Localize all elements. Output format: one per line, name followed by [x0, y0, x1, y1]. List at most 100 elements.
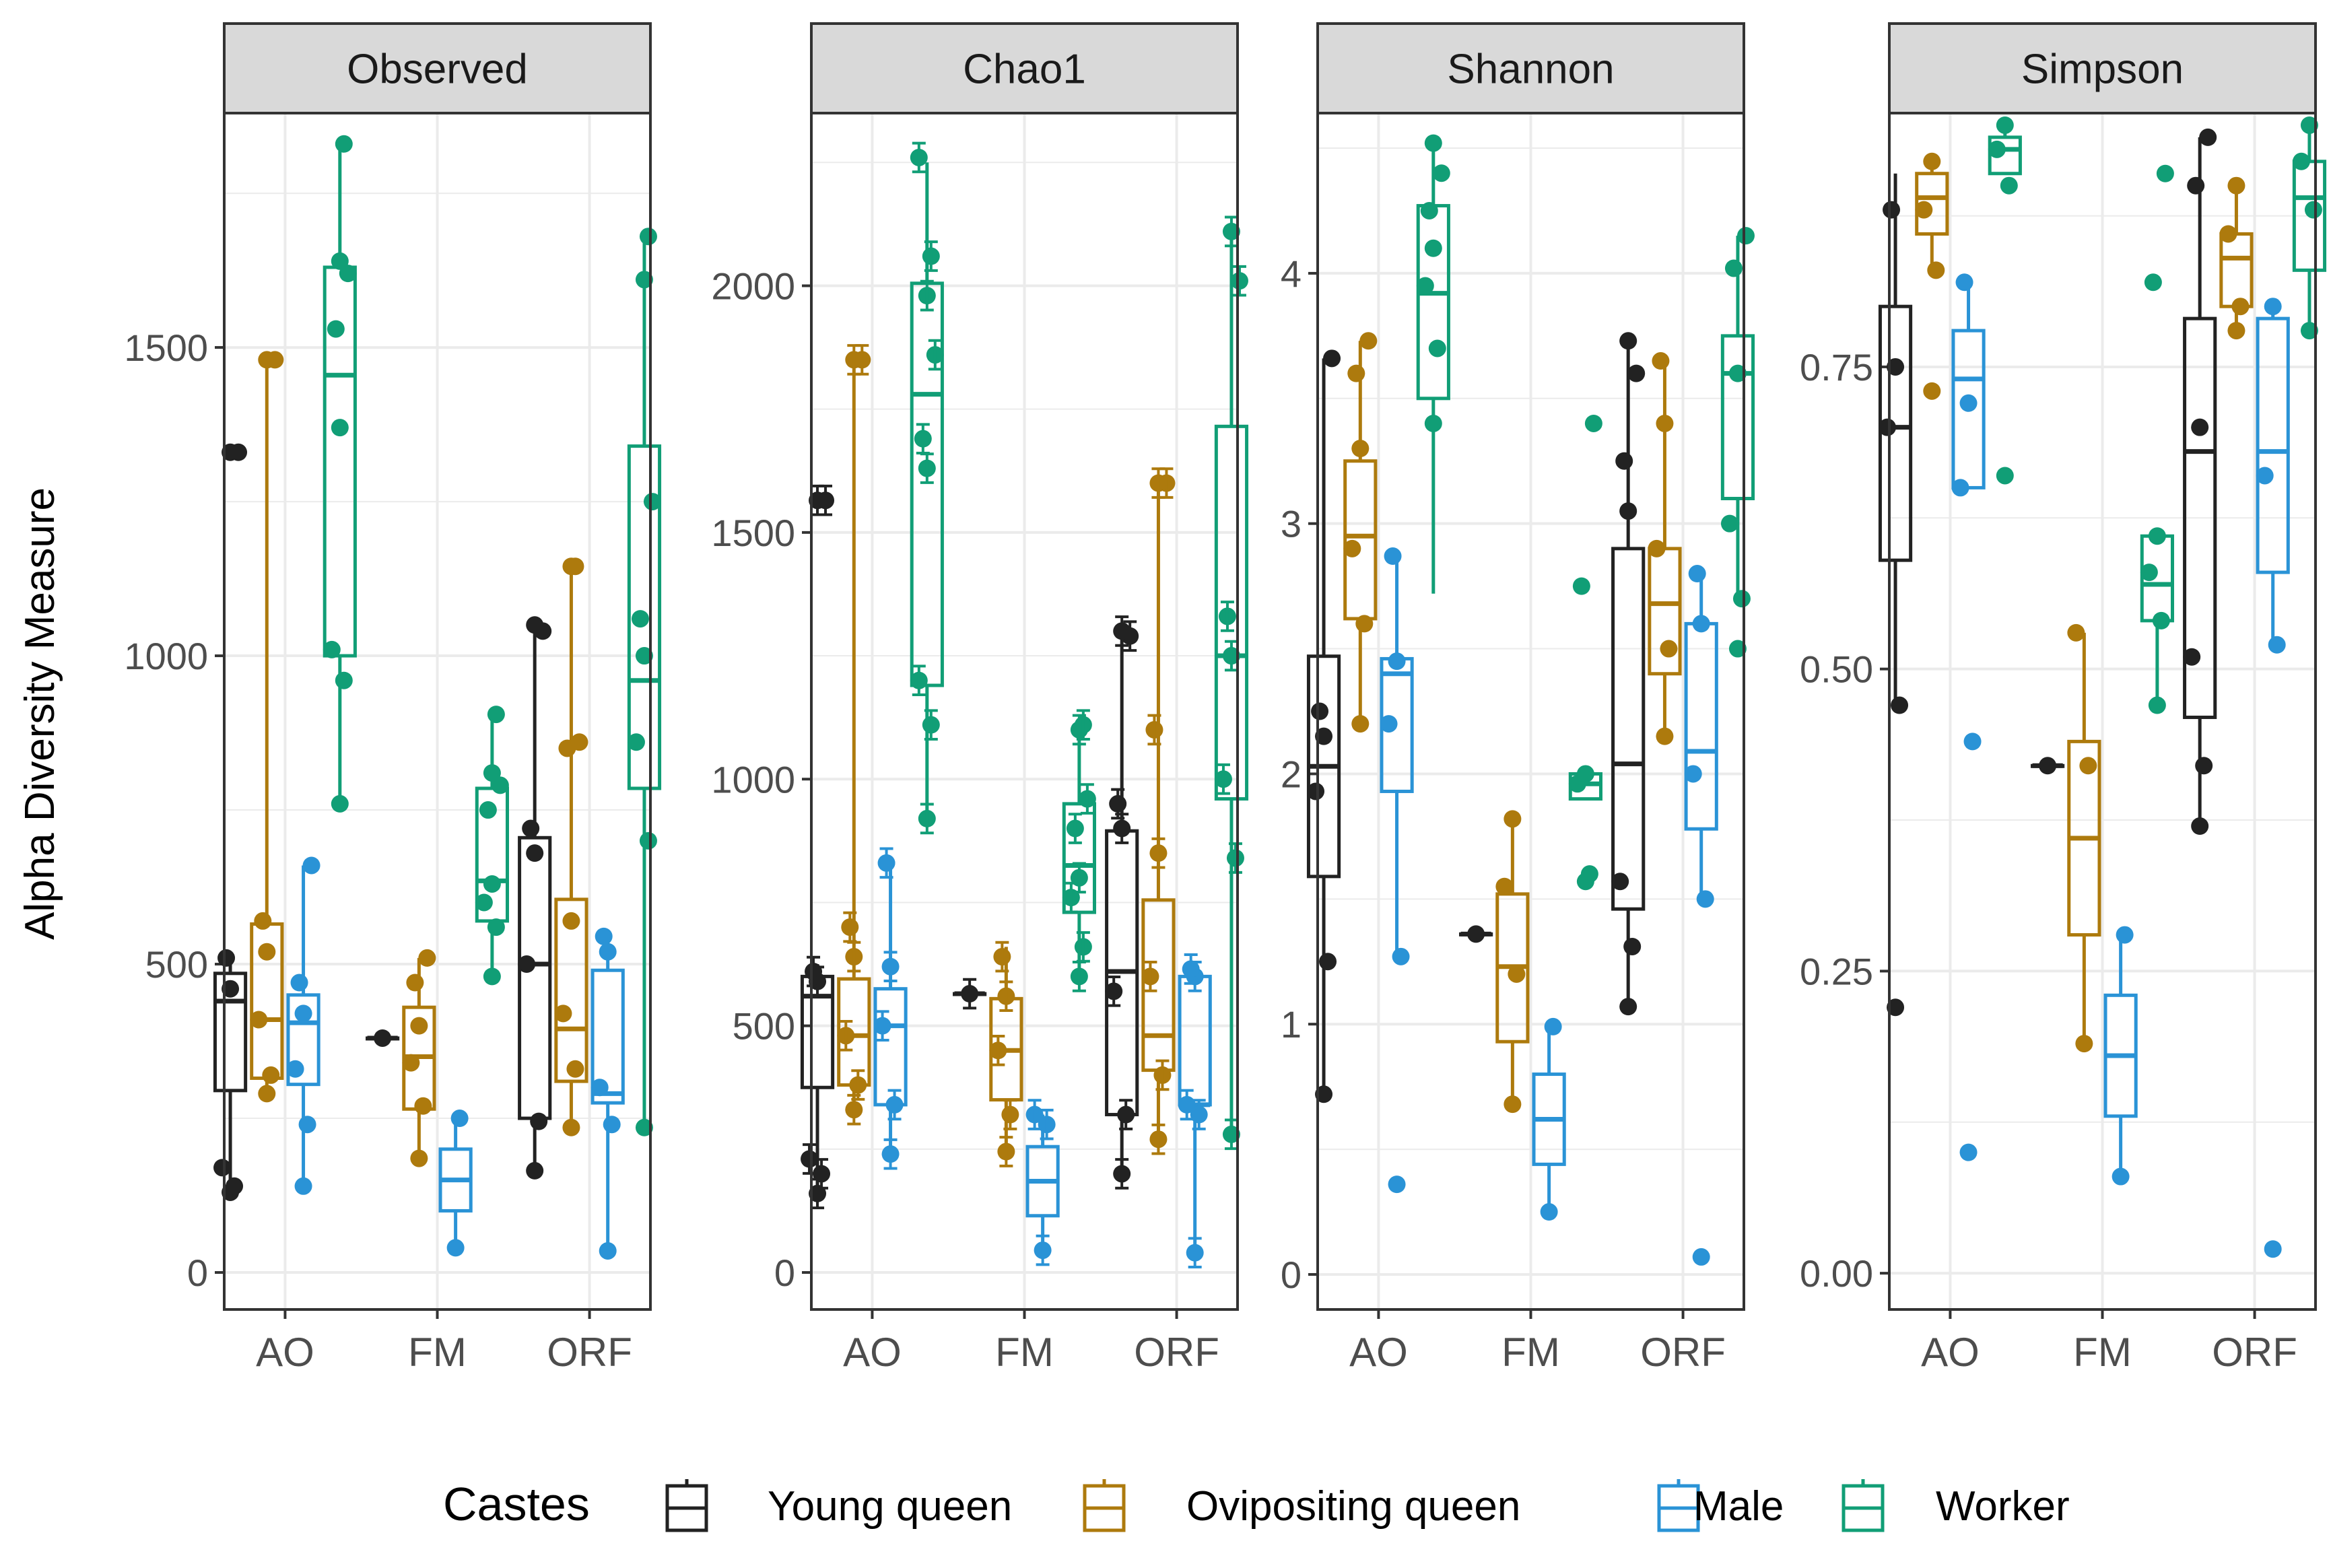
data-point: [2144, 273, 2162, 292]
box-body: [1878, 304, 1913, 562]
data-point: [1656, 727, 1674, 745]
panel-observed: 0 500 1000 1500 AO FM ORF Observed: [124, 22, 662, 1375]
box-worker-fm: [475, 706, 509, 986]
box-worker-ao: [323, 135, 357, 813]
box-male-fm: [1532, 1017, 1566, 1221]
y-tick-label: 1500: [124, 327, 208, 369]
data-point: [1384, 547, 1402, 566]
data-point: [1648, 539, 1666, 557]
data-point: [1424, 414, 1442, 432]
y-tick-label: 2: [1281, 753, 1302, 795]
data-point: [1347, 364, 1365, 382]
data-point: [2264, 1240, 2282, 1258]
data-point: [1424, 239, 1442, 257]
data-point: [331, 419, 349, 437]
legend-label: Male: [1693, 1483, 1784, 1530]
data-point: [483, 875, 501, 893]
x-tick-label: ORF: [2212, 1330, 2297, 1375]
data-point: [1696, 890, 1714, 908]
data-point: [2227, 322, 2245, 340]
box-male-ao: [873, 847, 908, 1170]
x-tick-label: FM: [2073, 1330, 2132, 1375]
data-point: [1619, 502, 1637, 520]
box-male-ao: [286, 856, 320, 1195]
data-point: [1915, 201, 1933, 219]
data-point: [1323, 349, 1341, 368]
data-point: [1656, 414, 1674, 432]
data-point: [1540, 1203, 1558, 1221]
data-point: [1307, 782, 1325, 800]
data-point: [222, 443, 240, 461]
data-point: [2067, 623, 2085, 642]
x-tick-label: AO: [256, 1330, 314, 1375]
data-point: [1432, 164, 1450, 182]
box-male-ao: [1951, 273, 1986, 1161]
data-point: [1504, 1095, 1522, 1114]
data-point: [487, 918, 505, 936]
data-point: [1927, 261, 1945, 279]
data-point: [1688, 565, 1706, 583]
box-young-queen-ao: [1306, 349, 1341, 1103]
data-point: [1988, 140, 2006, 158]
data-point: [2256, 467, 2274, 485]
data-point: [327, 320, 345, 338]
box-male-orf: [1178, 953, 1212, 1269]
data-point: [298, 1116, 316, 1134]
data-point: [2231, 298, 2250, 316]
box-young-queen-fm: [2031, 757, 2065, 775]
data-point: [1380, 715, 1398, 733]
data-point: [595, 927, 613, 945]
data-point: [2079, 757, 2097, 775]
data-point: [1619, 998, 1637, 1016]
data-point: [2148, 527, 2166, 545]
data-point: [254, 912, 272, 930]
x-tick-label: FM: [995, 1330, 1054, 1375]
data-point: [1923, 382, 1941, 400]
data-point: [1720, 514, 1738, 533]
data-point: [213, 1159, 232, 1177]
box-body: [1062, 802, 1096, 914]
data-point: [1724, 259, 1743, 277]
data-point: [226, 1177, 244, 1195]
facet-panels: 0 500 1000 1500 AO FM ORF Observed 0 500 1000 1500 2…: [124, 22, 2327, 1375]
data-point: [566, 557, 584, 576]
legend-label: Young queen: [768, 1483, 1012, 1530]
data-point: [1576, 765, 1594, 783]
box-body: [2183, 316, 2217, 719]
box-body: [1611, 547, 1646, 911]
data-point: [2039, 757, 2057, 775]
box-body: [590, 968, 625, 1105]
data-point: [418, 949, 436, 967]
data-point: [1923, 152, 1941, 170]
box-body: [1214, 424, 1249, 801]
box-body: [554, 897, 588, 1083]
y-tick-label: 2000: [711, 265, 795, 307]
y-tick-label: 500: [733, 1005, 795, 1048]
data-point: [1955, 273, 1973, 292]
data-point: [2156, 164, 2174, 182]
data-point: [1359, 332, 1378, 350]
box-male-orf: [590, 927, 625, 1260]
data-point: [639, 831, 657, 850]
data-point: [294, 1004, 312, 1023]
data-point: [402, 1054, 420, 1072]
x-tick-label: FM: [408, 1330, 467, 1375]
data-point: [1692, 1248, 1710, 1266]
data-point: [2140, 564, 2158, 582]
data-point: [1692, 615, 1710, 633]
x-tick-label: ORF: [1640, 1330, 1726, 1375]
box-worker-orf: [1720, 227, 1755, 658]
data-point: [1879, 418, 1897, 436]
data-point: [1504, 810, 1522, 828]
box-male-ao: [1380, 547, 1414, 1194]
box-young-queen-ao: [1878, 173, 1913, 1017]
data-point: [1963, 732, 1982, 751]
data-point: [590, 1079, 609, 1097]
panel-shannon: 0 1 2 3 4 AO FM ORF Shannon: [1281, 22, 1755, 1375]
y-tick-label: 0.00: [1800, 1252, 1873, 1295]
y-tick-label: 500: [145, 943, 208, 986]
data-point: [1732, 590, 1751, 608]
box-body: [2256, 316, 2290, 574]
